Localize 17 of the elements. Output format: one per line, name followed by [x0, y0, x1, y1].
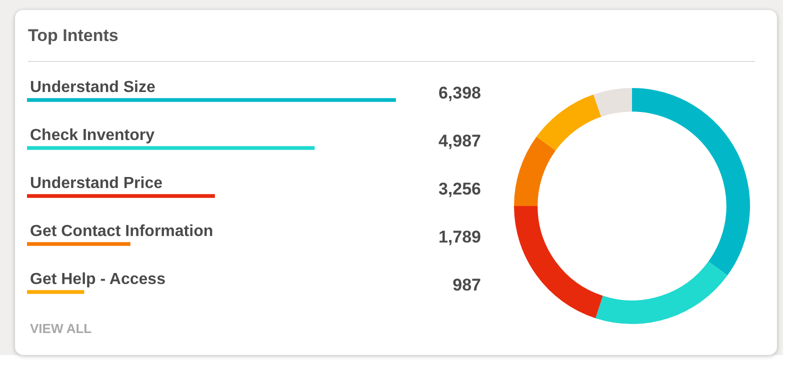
bar	[27, 194, 215, 198]
y-tick-label: Get Help - Access	[30, 271, 166, 288]
y-tick-label: Check Inventory	[30, 127, 155, 144]
data-label: 1,789	[438, 228, 481, 247]
bar	[27, 242, 130, 246]
data-label: 4,987	[438, 132, 481, 151]
data-label: 3,256	[438, 180, 481, 199]
bar	[27, 146, 315, 150]
bar	[27, 98, 396, 102]
data-label: 987	[452, 276, 481, 295]
y-tick-label: Get Contact Information	[30, 223, 214, 240]
y-tick-label: Understand Price	[30, 175, 163, 192]
y-tick-label: Understand Size	[30, 79, 156, 96]
text: VIEW ALL	[30, 321, 92, 336]
bar	[27, 290, 84, 294]
chart-title: Top Intents	[28, 26, 118, 46]
data-label: 6,398	[438, 84, 481, 103]
